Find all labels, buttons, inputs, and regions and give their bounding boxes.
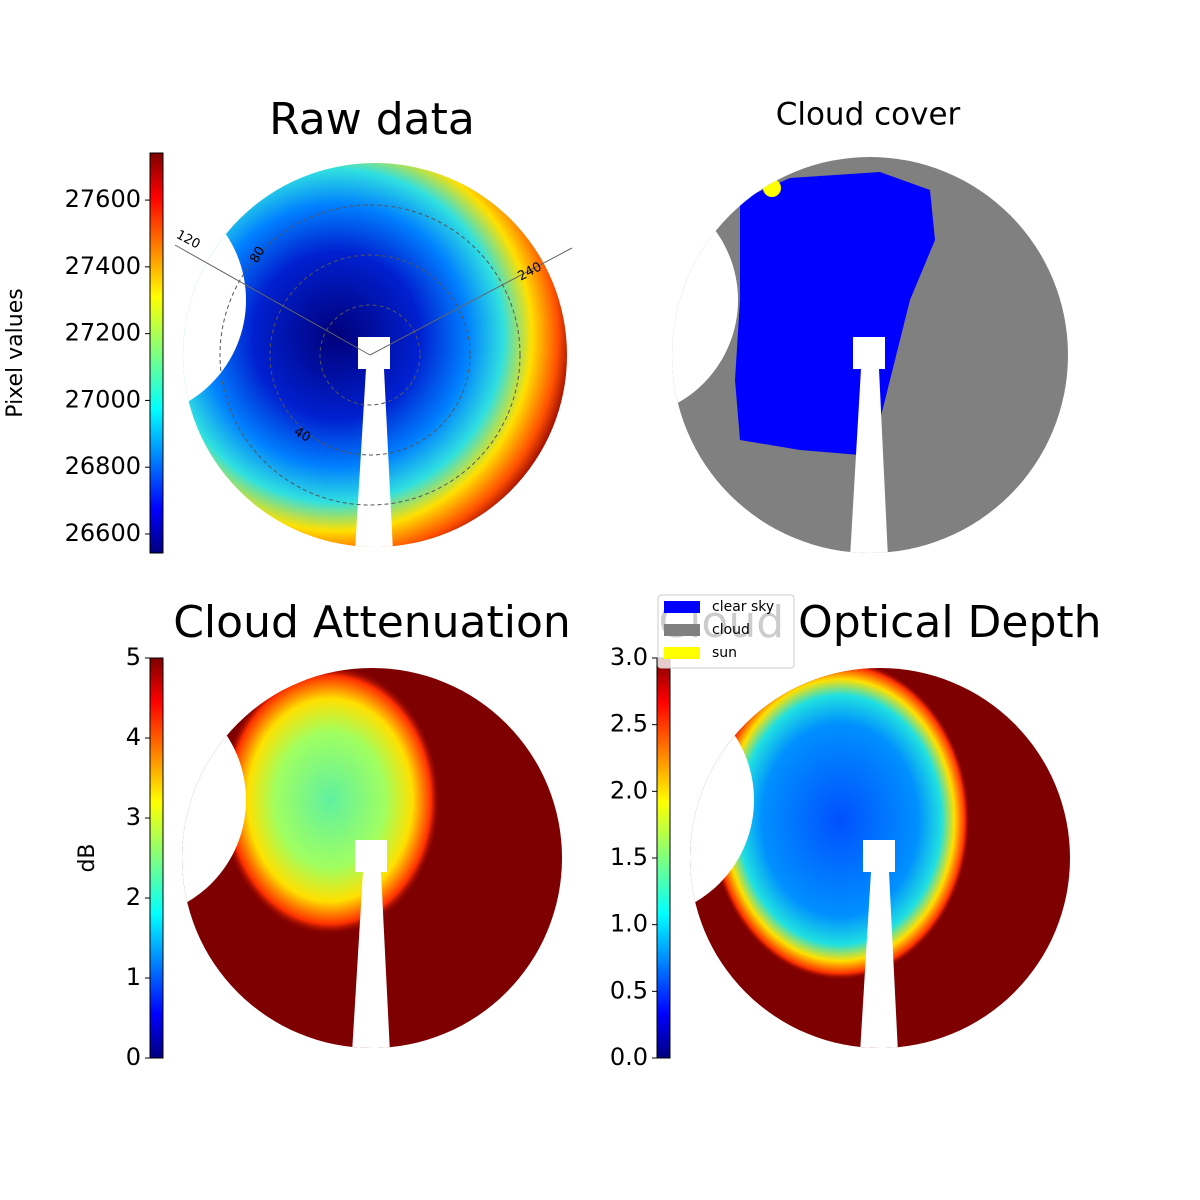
colorbar-tick-label: 5 [126,643,141,671]
sky-image [672,157,1068,553]
colorbar-tick-label: 0 [126,1043,141,1071]
sky-clear [735,172,935,455]
legend-swatch [664,601,700,613]
clear-region [710,668,970,980]
polar-label: 80 [247,244,268,266]
colorbar-tick-label: 3 [126,803,141,831]
notch [183,182,246,418]
mast [850,369,888,553]
colorbar-tick-label: 1.0 [610,910,648,938]
colorbar-tick-label: 1.5 [610,843,648,871]
sun [763,179,781,197]
polar-label: 40 [291,424,313,445]
legend-label: clear sky [712,599,774,615]
panel-title: Raw data [269,94,475,145]
colorbar [656,657,671,1059]
panel-title: Cloud cover [776,97,961,133]
clear-region [220,668,440,935]
colorbar-tick-label: 27400 [65,252,141,280]
colorbar-tick-label: 1 [126,963,141,991]
colorbar-label: dB [75,843,100,872]
legend-swatch [664,647,700,659]
mast [355,840,387,872]
colorbar-tick-label: 27000 [65,385,141,413]
polar-axis [369,247,573,356]
colorbar-tick-label: 26800 [65,452,141,480]
colorbar-tick-label: 27200 [65,319,141,347]
mast [355,369,393,547]
polar-ring [319,304,421,406]
colorbar-tick-label: 3.0 [610,643,648,671]
mast [863,840,895,872]
legend-label: cloud [712,622,750,638]
mast [853,337,885,369]
colorbar [149,657,164,1059]
colorbar [149,152,164,554]
colorbar-tick-label: 0.0 [610,1043,648,1071]
colorbar-tick-label: 2.5 [610,710,648,738]
colorbar-tick-label: 0.5 [610,976,648,1004]
sky-image [183,163,567,547]
polar-label: 120 [174,228,203,253]
legend-swatch [664,624,700,636]
panel-title: Cloud Attenuation [173,597,571,648]
polar-ring [269,254,471,456]
colorbar-label: Pixel values [3,288,28,417]
mast [352,872,390,1048]
sky-image [690,668,1070,1048]
colorbar-tick-label: 2 [126,883,141,911]
colorbar-tick-label: 4 [126,723,141,751]
colorbar-tick-label: 2.0 [610,776,648,804]
polar-ring [219,204,521,506]
polar-axis [174,244,371,356]
mast [860,872,898,1048]
legend-label: sun [712,645,737,661]
colorbar-tick-label: 27600 [65,185,141,213]
colorbar-tick-label: 26600 [65,519,141,547]
